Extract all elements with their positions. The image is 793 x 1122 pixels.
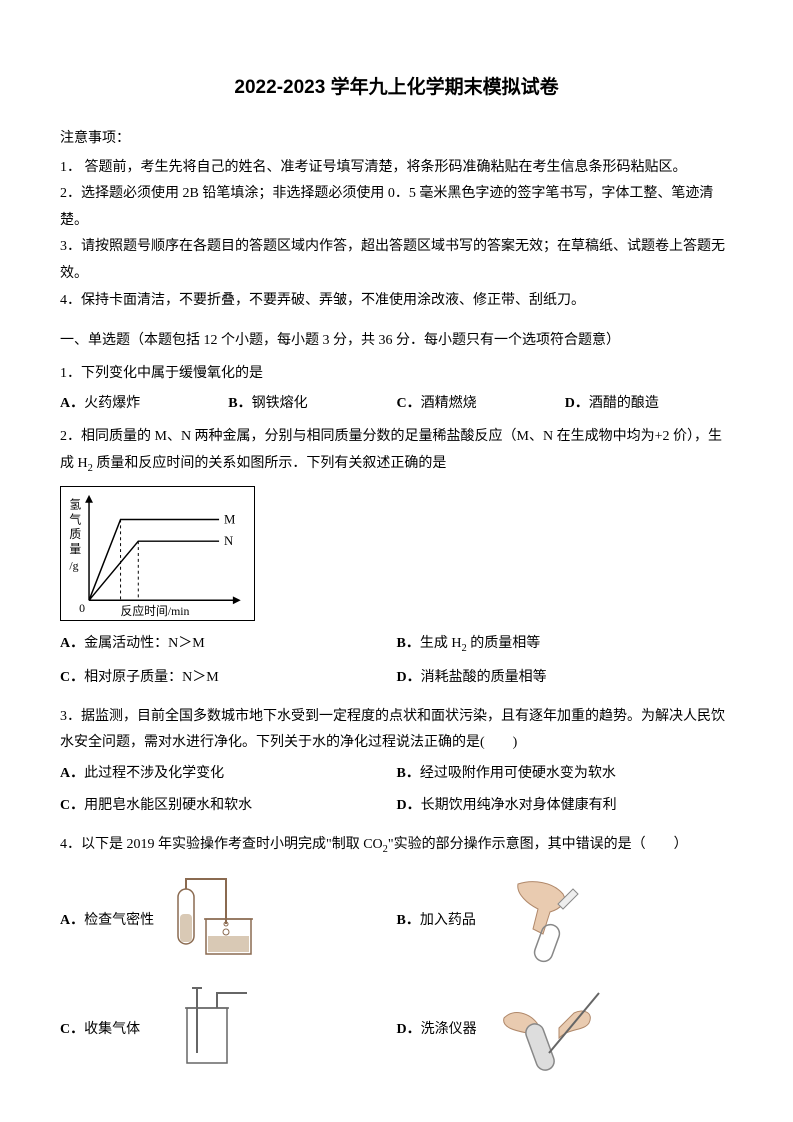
opt-label-a: A．: [60, 636, 84, 651]
opt-label-c: C．: [60, 1022, 84, 1037]
q4-row-2: C．收集气体 D．洗涤仪器: [60, 983, 733, 1078]
opt-label-c: C．: [397, 396, 421, 411]
notice-header: 注意事项：: [60, 126, 733, 153]
opt-label-b: B．: [397, 766, 420, 781]
notice-item: 4．保持卡面清洁，不要折叠，不要弄破、弄皱，不准使用涂改液、修正带、刮纸刀。: [60, 288, 733, 315]
opt-label-d: D．: [397, 1022, 421, 1037]
question-2-options: A．金属活动性：N＞M B．生成 H2 的质量相等 C．相对原子质量：N＞M D…: [60, 631, 733, 697]
opt-label-a: A．: [60, 396, 84, 411]
q2-opt-a: 金属活动性：N＞M: [84, 636, 205, 651]
apparatus-figure-b: [488, 874, 608, 969]
question-1-stem: 1．下列变化中属于缓慢氧化的是: [60, 361, 733, 388]
notice-item: 3．请按照题号顺序在各题目的答题区域内作答，超出答题区域书写的答案无效；在草稿纸…: [60, 234, 733, 287]
opt-label-b: B．: [397, 913, 420, 928]
q1-opt-b: 钢铁熔化: [252, 396, 308, 411]
q3-opt-b: 经过吸附作用可使硬水变为软水: [420, 766, 616, 781]
question-3-stem: 3．据监测，目前全国多数城市地下水受到一定程度的点状和面状污染，且有逐年加重的趋…: [60, 704, 733, 757]
q2-opt-c: 相对原子质量：N＞M: [84, 670, 219, 685]
question-3-options: A．此过程不涉及化学变化 B．经过吸附作用可使硬水变为软水 C．用肥皂水能区别硬…: [60, 761, 733, 826]
q2-chart: 氢 气 质 量 /g M N 0 反应时间/min: [60, 486, 255, 621]
q2-opt-b: 生成 H2 的质量相等: [420, 636, 540, 651]
opt-label-a: A．: [60, 913, 84, 928]
opt-label-b: B．: [228, 396, 251, 411]
opt-label-b: B．: [397, 636, 420, 651]
apparatus-figure-d: [489, 983, 609, 1078]
q4-opt-b: 加入药品: [420, 913, 476, 928]
chart-xlabel: 反应时间/min: [121, 604, 190, 618]
chart-origin: 0: [79, 601, 85, 615]
question-4-stem: 4．以下是 2019 年实验操作考查时小明完成"制取 CO2"实验的部分操作示意…: [60, 832, 733, 860]
chart-series-m: M: [224, 513, 235, 527]
q1-opt-c: 酒精燃烧: [421, 396, 477, 411]
q4-row-1: A．检查气密性 B．加入药品: [60, 874, 733, 969]
q1-opt-a: 火药爆炸: [84, 396, 140, 411]
exam-title: 2022-2023 学年九上化学期末模拟试卷: [60, 70, 733, 106]
section-header: 一、单选题（本题包括 12 个小题，每小题 3 分，共 36 分．每小题只有一个…: [60, 328, 733, 355]
q1-opt-d: 酒醋的酿造: [589, 396, 659, 411]
q3-opt-d: 长期饮用纯净水对身体健康有利: [421, 798, 617, 813]
opt-label-a: A．: [60, 766, 84, 781]
question-2-stem: 2．相同质量的 M、N 两种金属，分别与相同质量分数的足量稀盐酸反应（M、N 在…: [60, 424, 733, 478]
q2-opt-d: 消耗盐酸的质量相等: [421, 670, 547, 685]
q3-opt-a: 此过程不涉及化学变化: [84, 766, 224, 781]
chart-series-n: N: [224, 534, 233, 548]
q4-opt-c: 收集气体: [84, 1022, 140, 1037]
notice-item: 2．选择题必须使用 2B 铅笔填涂；非选择题必须使用 0．5 毫米黑色字迹的签字…: [60, 181, 733, 234]
svg-text:质: 质: [69, 528, 81, 542]
notice-item: 1． 答题前，考生先将自己的姓名、准考证号填写清楚，将条形码准确粘贴在考生信息条…: [60, 155, 733, 182]
question-1-options: A．火药爆炸 B．钢铁熔化 C．酒精燃烧 D．酒醋的酿造: [60, 391, 733, 418]
opt-label-c: C．: [60, 670, 84, 685]
svg-text:量: 量: [69, 542, 81, 556]
opt-label-c: C．: [60, 798, 84, 813]
q4-opt-a: 检查气密性: [84, 913, 154, 928]
svg-text:氢: 氢: [69, 498, 81, 512]
svg-text:气: 气: [69, 513, 81, 527]
apparatus-figure-a: [166, 874, 286, 969]
q3-opt-c: 用肥皂水能区别硬水和软水: [84, 798, 252, 813]
opt-label-d: D．: [397, 798, 421, 813]
q4-opt-d: 洗涤仪器: [421, 1022, 477, 1037]
apparatus-figure-c: [152, 983, 272, 1078]
opt-label-d: D．: [565, 396, 589, 411]
svg-text:/g: /g: [69, 559, 78, 573]
opt-label-d: D．: [397, 670, 421, 685]
